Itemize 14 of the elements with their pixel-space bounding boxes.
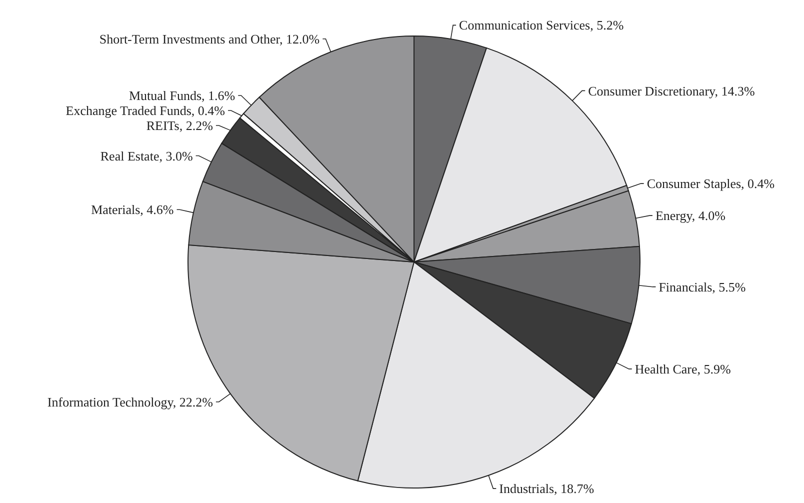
slice-label: Real Estate, 3.0% — [100, 148, 193, 164]
slice-label: Financials, 5.5% — [658, 279, 746, 294]
slice-label: Short-Term Investments and Other, 12.0% — [99, 31, 320, 46]
slice-label: Communication Services, 5.2% — [459, 18, 624, 33]
slice-label: Industrials, 18.7% — [499, 481, 594, 496]
slice-label: Mutual Funds, 1.6% — [128, 88, 236, 104]
slice-label: Health Care, 5.9% — [634, 361, 732, 376]
slice-label: REITs, 2.2% — [146, 118, 214, 134]
slice-label: Consumer Discretionary, 14.3% — [588, 83, 755, 98]
slice-label: Materials, 4.6% — [91, 202, 174, 218]
slice-label: Exchange Traded Funds, 0.4% — [66, 103, 226, 118]
slice-label: Energy, 4.0% — [655, 208, 726, 224]
slice-label: Consumer Staples, 0.4% — [646, 176, 775, 192]
slice-label: Information Technology, 22.2% — [47, 394, 214, 410]
